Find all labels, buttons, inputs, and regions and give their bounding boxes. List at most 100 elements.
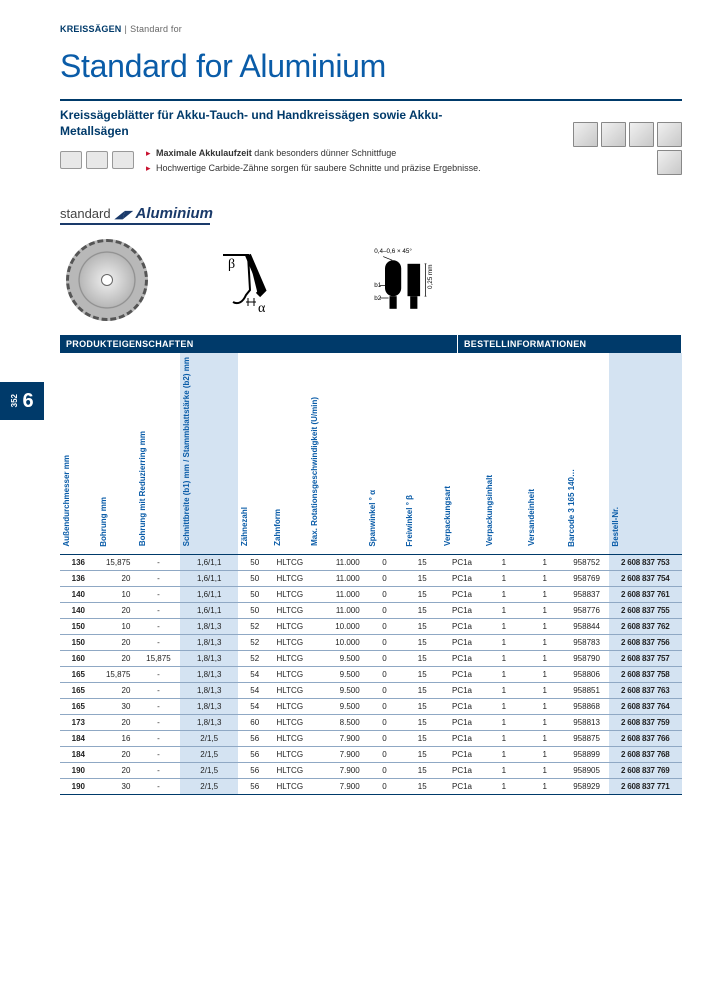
table-cell: 50 — [238, 587, 272, 603]
table-cell: 2 608 837 757 — [609, 651, 682, 667]
column-header: Bestell-Nr. — [609, 353, 682, 555]
table-cell: 150 — [60, 635, 97, 651]
table-row: 16520-1,8/1,354HLTCG9.500015PC1a11958851… — [60, 683, 682, 699]
table-cell: 54 — [238, 699, 272, 715]
table-cell: 0 — [366, 571, 404, 587]
table-cell: 56 — [238, 779, 272, 795]
side-tab: 352 6 — [0, 382, 44, 420]
table-cell: 2 608 837 762 — [609, 619, 682, 635]
brand-chevron-icon: ◢◤ — [115, 208, 132, 221]
brand-standard: standard — [60, 206, 111, 221]
table-cell: 7.900 — [308, 779, 366, 795]
table-cell: 958783 — [565, 635, 609, 651]
material-icon — [657, 122, 682, 147]
table-cell: 0 — [366, 763, 404, 779]
diagram-label: 0,4–0,6 × 45° — [374, 247, 412, 255]
table-cell: 15 — [403, 603, 441, 619]
table-cell: 958752 — [565, 555, 609, 571]
table-cell: 1 — [483, 683, 525, 699]
table-cell: 136 — [60, 555, 97, 571]
table-cell: 2 608 837 754 — [609, 571, 682, 587]
table-cell: 140 — [60, 603, 97, 619]
table-cell: 1 — [525, 619, 565, 635]
table-cell: 958790 — [565, 651, 609, 667]
table-cell: PC1a — [441, 763, 483, 779]
table-cell: 140 — [60, 587, 97, 603]
table-cell: - — [136, 731, 180, 747]
table-cell: PC1a — [441, 731, 483, 747]
table-cell: 165 — [60, 699, 97, 715]
table-cell: 1,8/1,3 — [180, 699, 238, 715]
table-cell: 9.500 — [308, 651, 366, 667]
table-cell: 10.000 — [308, 635, 366, 651]
table-cell: PC1a — [441, 651, 483, 667]
table-cell: 54 — [238, 667, 272, 683]
table-cell: HLTCG — [271, 635, 308, 651]
table-cell: 1,6/1,1 — [180, 571, 238, 587]
table-cell: 184 — [60, 747, 97, 763]
table-cell: 1 — [525, 763, 565, 779]
table-cell: 0 — [366, 635, 404, 651]
section-head-properties: PRODUKTEIGENSCHAFTEN — [60, 335, 458, 353]
table-cell: 15 — [403, 587, 441, 603]
table-row: 19020-2/1,556HLTCG7.900015PC1a119589052 … — [60, 763, 682, 779]
table-cell: PC1a — [441, 747, 483, 763]
table-header-row: Außendurchmesser mmBohrung mmBohrung mit… — [60, 353, 682, 555]
table-cell: 1 — [525, 667, 565, 683]
feature-bullet: Hochwertige Carbide-Zähne sorgen für sau… — [146, 162, 481, 175]
table-cell: 52 — [238, 619, 272, 635]
product-table: Außendurchmesser mmBohrung mmBohrung mit… — [60, 353, 682, 795]
product-type-icons — [60, 145, 134, 169]
table-cell: 9.500 — [308, 699, 366, 715]
table-cell: 2/1,5 — [180, 779, 238, 795]
table-cell: - — [136, 603, 180, 619]
table-cell: 2 608 837 763 — [609, 683, 682, 699]
table-row: 13620-1,6/1,150HLTCG11.000015PC1a1195876… — [60, 571, 682, 587]
table-cell: 15,875 — [97, 555, 137, 571]
blade-disc-diagram — [66, 239, 148, 321]
table-cell: 1 — [483, 763, 525, 779]
table-cell: 15 — [403, 651, 441, 667]
table-cell: - — [136, 571, 180, 587]
table-cell: 1 — [483, 779, 525, 795]
table-cell: 1,6/1,1 — [180, 587, 238, 603]
breadcrumb-category: KREISSÄGEN — [60, 24, 122, 34]
table-cell: 160 — [60, 651, 97, 667]
table-cell: 20 — [97, 635, 137, 651]
table-cell: PC1a — [441, 555, 483, 571]
table-cell: 0 — [366, 715, 404, 731]
table-cell: HLTCG — [271, 731, 308, 747]
table-cell: 165 — [60, 667, 97, 683]
column-header: Max. Rotationsgeschwindigkeit (U/min) — [308, 353, 366, 555]
table-cell: 0 — [366, 683, 404, 699]
table-cell: 50 — [238, 571, 272, 587]
table-cell: HLTCG — [271, 763, 308, 779]
table-cell: 1 — [525, 587, 565, 603]
table-cell: 56 — [238, 731, 272, 747]
table-cell: - — [136, 587, 180, 603]
column-header: Verpackungsinhalt — [483, 353, 525, 555]
svg-text:β: β — [228, 257, 235, 272]
table-cell: 0 — [366, 587, 404, 603]
table-cell: 15 — [403, 667, 441, 683]
table-cell: HLTCG — [271, 603, 308, 619]
table-cell: 958905 — [565, 763, 609, 779]
table-cell: 958806 — [565, 667, 609, 683]
table-cell: 1 — [525, 651, 565, 667]
table-cell: 11.000 — [308, 555, 366, 571]
table-cell: 20 — [97, 747, 137, 763]
table-cell: 1 — [525, 699, 565, 715]
table-cell: 10 — [97, 619, 137, 635]
table-cell: 54 — [238, 683, 272, 699]
brand-label: standard◢◤Aluminium — [60, 205, 682, 222]
table-cell: - — [136, 619, 180, 635]
table-cell: 1 — [525, 747, 565, 763]
tool-icon — [112, 151, 134, 169]
column-header: Bohrung mit Reduzierring mm — [136, 353, 180, 555]
table-cell: 15 — [403, 747, 441, 763]
feature-bullet: Maximale Akkulaufzeit dank besonders dün… — [146, 147, 481, 160]
table-cell: 2 608 837 764 — [609, 699, 682, 715]
table-row: 17320-1,8/1,360HLTCG8.500015PC1a11958813… — [60, 715, 682, 731]
table-cell: 958844 — [565, 619, 609, 635]
table-cell: 958813 — [565, 715, 609, 731]
